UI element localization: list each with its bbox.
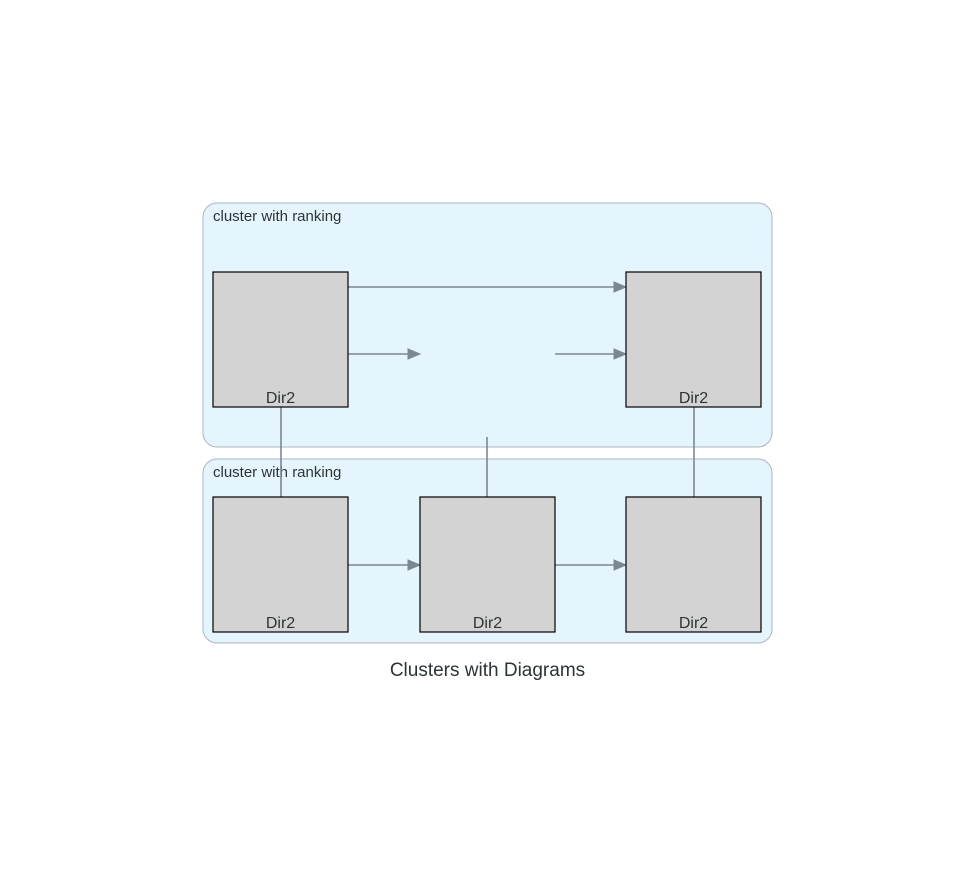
node-bottom-left[interactable]: Dir2 (212, 496, 349, 633)
node-top-left-label: Dir2 (266, 390, 295, 407)
node-bottom-middle[interactable]: Dir2 (419, 496, 556, 633)
node-top-left[interactable]: Dir2 (212, 271, 349, 408)
edge-bottom-left-to-bottom-middle (348, 559, 422, 571)
node-top-right[interactable]: Dir2 (625, 271, 762, 408)
cluster-bottom-label: cluster with ranking (213, 464, 341, 481)
edge-top-left-to-top-right (348, 281, 628, 293)
node-bottom-left-box[interactable] (212, 496, 349, 633)
edge-top-middle-to-top-right (555, 348, 628, 360)
nodes: Dir2 Dir2 Dir2 Dir2 Dir2 (212, 271, 762, 633)
node-bottom-right[interactable]: Dir2 (625, 496, 762, 633)
cluster-top-label: cluster with ranking (213, 208, 341, 225)
node-bottom-left-label: Dir2 (266, 615, 295, 632)
node-bottom-right-label: Dir2 (679, 615, 708, 632)
edge-bottom-middle-to-bottom-right (555, 559, 628, 571)
edge-top-left-to-top-middle (348, 348, 422, 360)
node-bottom-middle-label: Dir2 (473, 615, 502, 632)
node-top-right-box[interactable] (625, 271, 762, 408)
node-top-left-box[interactable] (212, 271, 349, 408)
edges (280, 281, 695, 571)
node-bottom-right-box[interactable] (625, 496, 762, 633)
node-top-right-label: Dir2 (679, 390, 708, 407)
node-bottom-middle-box[interactable] (419, 496, 556, 633)
diagram-title: Clusters with Diagrams (390, 660, 585, 681)
